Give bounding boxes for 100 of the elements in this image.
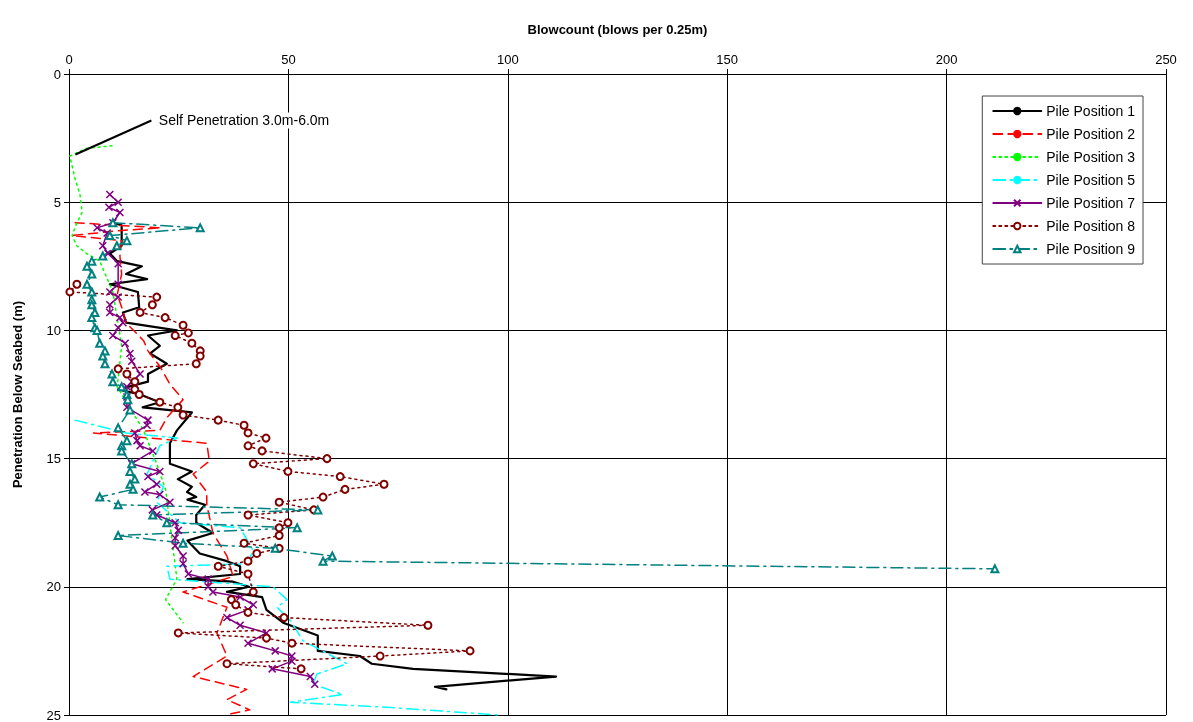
legend-label: Pile Position 8 bbox=[1046, 218, 1136, 234]
point bbox=[160, 313, 170, 323]
point bbox=[248, 459, 258, 469]
point bbox=[261, 433, 271, 443]
annotation: Self Penetration 3.0m-6.0m bbox=[158, 112, 330, 129]
point bbox=[270, 543, 280, 553]
point bbox=[95, 338, 105, 348]
point bbox=[252, 548, 262, 558]
point bbox=[87, 300, 97, 310]
point bbox=[213, 561, 223, 571]
point bbox=[147, 300, 157, 310]
point bbox=[87, 287, 97, 297]
x-tick-label: 200 bbox=[935, 52, 958, 67]
point bbox=[187, 338, 197, 348]
point bbox=[222, 659, 232, 669]
point bbox=[113, 364, 123, 374]
point bbox=[117, 446, 127, 456]
point bbox=[239, 420, 249, 430]
point bbox=[261, 633, 271, 643]
y-tick-label: 0 bbox=[53, 66, 61, 82]
point bbox=[465, 646, 475, 656]
y-tick-label: 20 bbox=[46, 579, 61, 595]
point bbox=[226, 595, 236, 605]
line-series bbox=[74, 419, 500, 716]
legend-label: Pile Position 2 bbox=[1046, 126, 1136, 142]
x-tick-label: 250 bbox=[1155, 52, 1177, 67]
point bbox=[117, 382, 127, 392]
point bbox=[112, 241, 122, 251]
point bbox=[125, 466, 135, 476]
y-tick-label: 10 bbox=[46, 322, 61, 338]
point bbox=[191, 359, 201, 369]
x-tick-label: 100 bbox=[496, 52, 519, 67]
point bbox=[243, 510, 253, 520]
point bbox=[322, 454, 332, 464]
point bbox=[313, 505, 323, 515]
point bbox=[279, 613, 289, 623]
point bbox=[152, 292, 162, 302]
point bbox=[98, 351, 108, 361]
point bbox=[122, 436, 132, 446]
point bbox=[98, 251, 108, 261]
point bbox=[135, 307, 145, 317]
point bbox=[195, 351, 205, 361]
legend-label: Pile Position 7 bbox=[1046, 195, 1136, 211]
point bbox=[173, 628, 183, 638]
point bbox=[155, 397, 165, 407]
point bbox=[274, 497, 284, 507]
point bbox=[318, 556, 328, 566]
point bbox=[100, 359, 110, 369]
legend-label: Pile Position 3 bbox=[1046, 149, 1136, 165]
point bbox=[292, 523, 302, 533]
point bbox=[274, 531, 284, 541]
y-axis-title: Penetration Below Seabed (m) bbox=[10, 300, 25, 489]
line-series bbox=[71, 221, 251, 716]
point bbox=[65, 287, 75, 297]
point bbox=[122, 236, 132, 246]
point bbox=[122, 369, 132, 379]
legend-label: Pile Position 9 bbox=[1046, 241, 1136, 257]
point bbox=[243, 569, 253, 579]
point bbox=[195, 223, 205, 233]
point bbox=[287, 638, 297, 648]
point bbox=[296, 664, 306, 674]
point bbox=[87, 269, 97, 279]
point bbox=[130, 474, 140, 484]
x-tick-label: 0 bbox=[65, 52, 73, 67]
point bbox=[274, 523, 284, 533]
legend-label: Pile Position 1 bbox=[1046, 103, 1136, 119]
x-tick-label: 150 bbox=[716, 52, 739, 67]
point bbox=[243, 428, 253, 438]
point bbox=[248, 587, 258, 597]
point bbox=[95, 492, 105, 502]
point bbox=[134, 390, 144, 399]
point bbox=[107, 369, 117, 379]
point bbox=[379, 479, 389, 489]
point bbox=[178, 320, 188, 330]
y-tick-label: 25 bbox=[46, 707, 61, 722]
y-tick-label: 15 bbox=[46, 451, 61, 467]
point bbox=[162, 518, 172, 528]
point bbox=[113, 500, 123, 510]
point bbox=[82, 261, 92, 271]
point bbox=[239, 538, 249, 548]
point bbox=[148, 510, 158, 520]
point bbox=[170, 331, 180, 341]
point bbox=[87, 256, 97, 266]
point bbox=[257, 446, 267, 456]
point bbox=[108, 377, 118, 387]
point bbox=[178, 538, 188, 548]
point bbox=[283, 466, 293, 476]
point bbox=[423, 620, 433, 630]
x-axis-title: Blowcount (blows per 0.25m) bbox=[527, 22, 708, 37]
x-tick-label: 50 bbox=[281, 52, 296, 67]
point bbox=[327, 551, 337, 561]
point bbox=[173, 402, 183, 412]
point bbox=[375, 651, 385, 661]
y-tick-label: 5 bbox=[53, 194, 61, 210]
point bbox=[82, 279, 92, 289]
point bbox=[340, 484, 350, 494]
point bbox=[72, 279, 82, 289]
legend-label: Pile Position 5 bbox=[1046, 172, 1136, 188]
point bbox=[213, 415, 223, 425]
point bbox=[283, 518, 293, 528]
